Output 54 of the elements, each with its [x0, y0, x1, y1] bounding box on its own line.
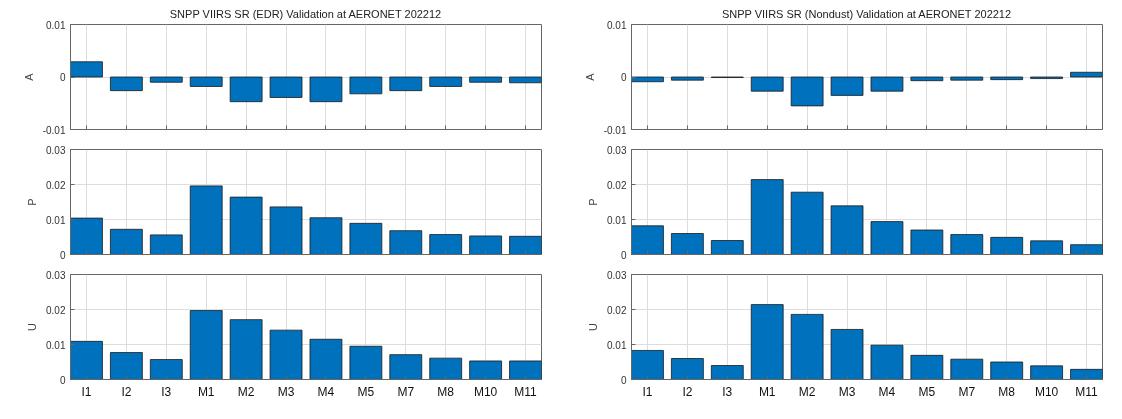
x-tick-label: M11: [1075, 384, 1099, 399]
x-tick-label: M1: [758, 384, 776, 399]
x-tick-label: M11: [514, 384, 538, 399]
x-tick-label: M7: [958, 384, 976, 399]
y-axis-title: A: [22, 72, 35, 81]
y-tick-label: 0: [59, 249, 66, 261]
y-tick-label: 0.02: [46, 179, 66, 191]
y-tick-label: 0.02: [46, 304, 66, 316]
y-axis-title: U: [587, 322, 600, 331]
y-axis-title: A: [583, 72, 596, 81]
chart-title: SNPP VIIRS SR (EDR) Validation at AERONET 202212: [169, 7, 442, 20]
x-tick-label: I1: [642, 384, 653, 399]
x-tick-label: M10: [473, 384, 498, 399]
chart-title: SNPP VIIRS SR (Nondust) Validation at AERONET 202212: [721, 7, 1012, 20]
x-tick-label: M5: [357, 384, 375, 399]
y-tick-label: 0.03: [607, 144, 627, 156]
y-tick-label: 0.01: [46, 214, 66, 226]
y-tick-label: -0.01: [42, 124, 66, 136]
x-tick-label: I3: [161, 384, 172, 399]
x-tick-label: M5: [918, 384, 936, 399]
x-tick-label: M8: [437, 384, 455, 399]
x-tick-label: I3: [722, 384, 733, 399]
x-tick-label: M10: [1034, 384, 1059, 399]
x-tick-label: I2: [682, 384, 693, 399]
y-tick-label: 0.02: [607, 179, 627, 191]
y-tick-label: 0: [59, 374, 66, 386]
y-tick-label: 0: [620, 72, 627, 83]
x-tick-label: M1: [197, 384, 215, 399]
x-tick-label: I1: [81, 384, 92, 399]
x-tick-label: M8: [998, 384, 1016, 399]
x-tick-label: M3: [277, 384, 295, 399]
y-tick-label: 0.01: [46, 19, 66, 31]
y-axis-title: P: [587, 198, 600, 206]
x-tick-label: I2: [121, 384, 132, 399]
x-tick-label: M3: [838, 384, 856, 399]
x-tick-label: M4: [878, 384, 896, 399]
y-tick-label: 0.03: [46, 269, 66, 281]
y-axis-title: P: [26, 198, 39, 206]
x-tick-label: M7: [397, 384, 415, 399]
y-tick-label: 0.03: [46, 144, 66, 156]
y-tick-label: 0.01: [46, 339, 66, 351]
x-tick-label: M2: [798, 384, 816, 399]
y-tick-label: 0.01: [607, 214, 627, 226]
y-tick-label: 0.01: [607, 19, 627, 31]
y-tick-label: 0: [59, 72, 66, 83]
y-tick-label: 0.03: [607, 269, 627, 281]
x-tick-label: M2: [237, 384, 255, 399]
y-tick-label: -0.01: [603, 124, 627, 136]
y-tick-label: 0: [620, 249, 627, 261]
x-tick-label: M4: [317, 384, 335, 399]
y-tick-label: 0: [620, 374, 627, 386]
y-tick-label: 0.01: [607, 339, 627, 351]
y-tick-label: 0.02: [607, 304, 627, 316]
y-axis-title: U: [26, 322, 39, 331]
